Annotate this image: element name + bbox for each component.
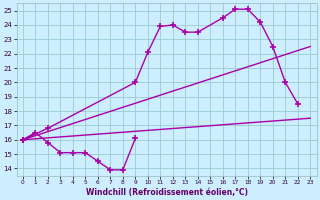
X-axis label: Windchill (Refroidissement éolien,°C): Windchill (Refroidissement éolien,°C) <box>85 188 248 197</box>
